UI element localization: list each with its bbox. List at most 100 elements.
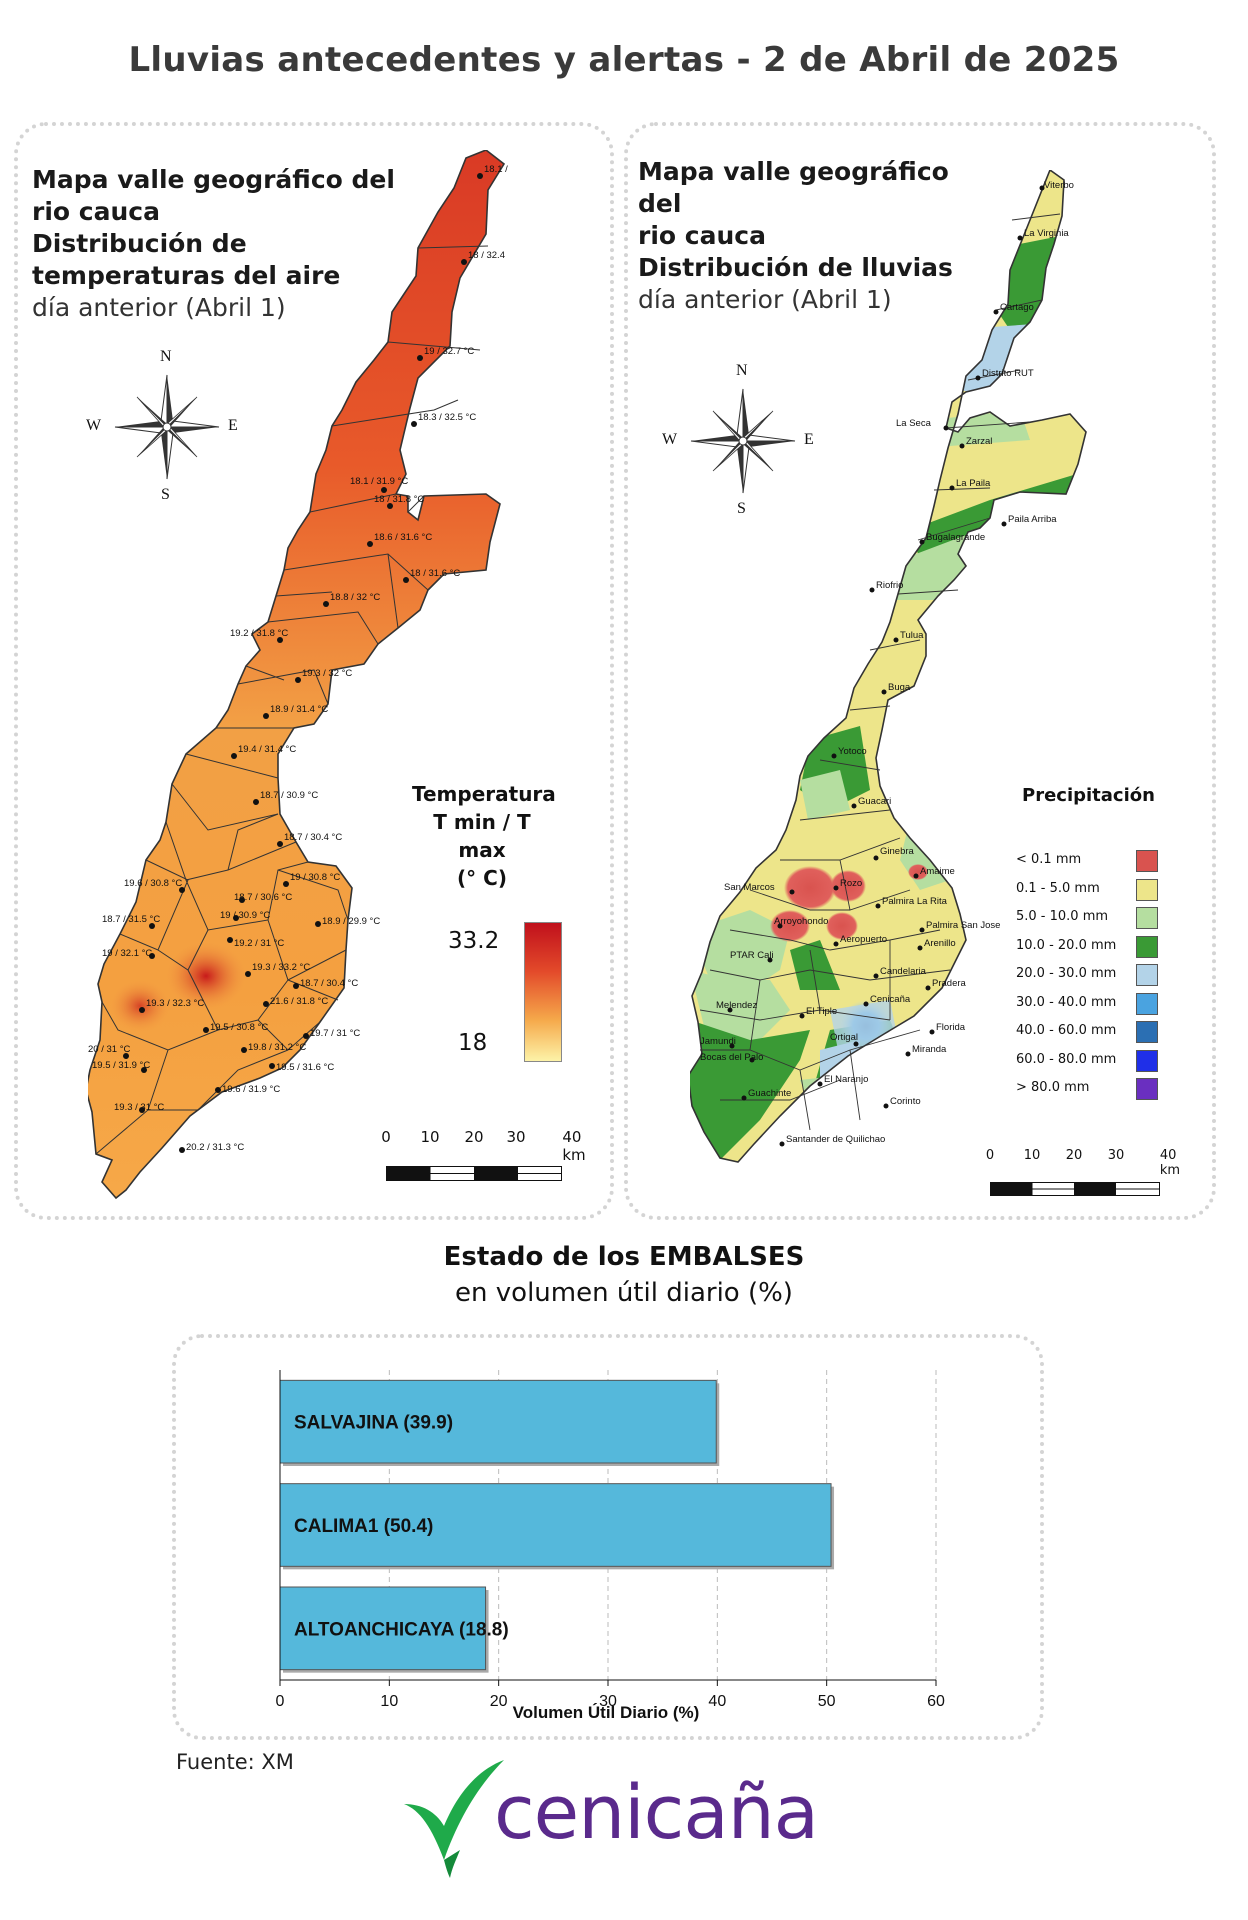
legend-line: Temperatura — [412, 782, 556, 806]
temperature-map-panel — [14, 122, 614, 1220]
scale-bar — [386, 1166, 562, 1181]
station-label: 18 / 32.4 °C — [468, 250, 508, 261]
title-line: temperaturas del aire — [32, 261, 341, 290]
compass-north: N — [160, 348, 172, 365]
reservoirs-chart-panel — [172, 1334, 1044, 1740]
place-label: Santander de Quilichao — [786, 1134, 885, 1145]
temperature-map: 18.1 / 31.9 °C 18 / 32.4 °C 19 / 32.7 °C… — [88, 150, 508, 1200]
reservoirs-bar-chart: SALVAJINA (39.9) CALIMA1 (50.4) ALTOANCHIC… — [276, 1370, 945, 1722]
station-label: 19.6 / 30.8 °C — [124, 878, 182, 889]
station-label: 19 / 30.8 °C — [290, 872, 340, 883]
legend-swatch — [1136, 878, 1158, 901]
rain-stations: Viterbo La Virginia Cartago Distrito RUT… — [700, 180, 1074, 1147]
voronoi-lines — [95, 245, 489, 1155]
page-title: Lluvias antecedentes y alertas - 2 de Ab… — [128, 40, 1120, 80]
bar-label: ALTOANCHICAYA (18.8) — [294, 1619, 509, 1640]
scale-bar-labels: 0 10 20 30 40 km — [381, 1128, 585, 1164]
scale-tick: 0 — [985, 1148, 995, 1163]
legend-swatch — [1136, 935, 1158, 958]
temperature-stations: 18.1 / 31.9 °C 18 / 32.4 °C 19 / 32.7 °C… — [88, 164, 508, 1153]
place-label: La Seca — [896, 418, 932, 429]
title-line: día anterior (Abril 1) — [638, 285, 892, 314]
logo-wordmark: cenicaña — [494, 1770, 819, 1856]
place-label: Aeropuerto — [840, 934, 887, 945]
bar-calima1 — [279, 1483, 832, 1567]
place-label: La Virginia — [1024, 228, 1069, 239]
place-label: Riofrio — [876, 580, 903, 591]
bar-altoanchicaya — [279, 1586, 487, 1671]
x-tick-label: 30 — [599, 1693, 617, 1710]
legend-item: 0.1 - 5.0 mm — [1016, 878, 1160, 901]
place-label: Amaime — [920, 866, 955, 877]
scale-tick: 0 — [381, 1128, 391, 1146]
place-label: Bugalagrande — [926, 532, 985, 543]
place-label: PTAR Cali — [730, 950, 774, 961]
station-label: 20.2 / 31.3 °C — [186, 1142, 244, 1153]
legend-item: 30.0 - 40.0 mm — [1016, 992, 1160, 1015]
station-label: 19.2 / 31.8 °C — [230, 628, 288, 639]
station-label: 18.7 / 30.4 °C — [300, 978, 358, 989]
scale-tick: 40 km — [1159, 1148, 1181, 1178]
temperature-map-title: Mapa valle geográfico del rio cauca Dist… — [32, 164, 412, 324]
legend-min-value: 18 — [458, 1030, 488, 1056]
station-label: 19.5 / 31.9 °C — [92, 1060, 150, 1071]
temperature-color-bar — [524, 922, 562, 1062]
station-label: 21.6 / 31.8 °C — [270, 996, 328, 1007]
station-label: 18 / 31.6 °C — [410, 568, 460, 579]
place-label: Ortigal — [830, 1032, 858, 1043]
legend-item: 10.0 - 20.0 mm — [1016, 935, 1160, 958]
station-label: 19 / 32.7 °C — [424, 346, 474, 357]
x-tick-label: 60 — [927, 1693, 945, 1710]
x-tick-label: 20 — [490, 1693, 508, 1710]
place-label: Guacari — [858, 796, 891, 807]
chart-axis: 0 10 20 30 40 50 60 — [276, 1370, 945, 1710]
reservoirs-title: Estado de los EMBALSES — [443, 1242, 805, 1272]
station-label: 18.7 / 30.6 °C — [234, 892, 292, 903]
legend-swatch — [1136, 1049, 1158, 1072]
station-label: 18.1 / 31.9 °C — [484, 164, 508, 175]
legend-item: 5.0 - 10.0 mm — [1016, 907, 1160, 929]
legend-swatch — [1136, 850, 1158, 872]
legend-item: > 80.0 mm — [1016, 1078, 1160, 1100]
legend-max-value: 33.2 — [448, 928, 500, 954]
title-line: Mapa valle geográfico del — [638, 157, 949, 218]
place-label: Palmira San Jose — [926, 920, 1000, 931]
place-label: Tulua — [900, 630, 924, 641]
rainfall-map-title: Mapa valle geográfico del rio cauca Dist… — [638, 156, 998, 316]
legend-item-label: 5.0 - 10.0 mm — [1016, 909, 1109, 924]
station-label: 19.7 / 31 °C — [310, 1028, 360, 1039]
legend-swatch — [1136, 992, 1158, 1015]
legend-item: < 0.1 mm — [1016, 850, 1160, 872]
place-label: Distrito RUT — [982, 368, 1034, 379]
scale-tick: 20 — [1065, 1148, 1083, 1163]
valley-outline — [690, 170, 1087, 1163]
compass-icon — [114, 374, 220, 480]
station-label: 19.8 / 31.2 °C — [248, 1042, 306, 1053]
station-label: 19 / 30.9 °C — [220, 910, 270, 921]
scale-tick: 40 km — [562, 1128, 586, 1164]
legend-item-label: 20.0 - 30.0 mm — [1016, 966, 1117, 981]
reservoirs-subtitle: en volumen útil diario (%) — [455, 1278, 793, 1308]
place-label: Corinto — [890, 1096, 921, 1107]
place-label: Florida — [936, 1022, 966, 1033]
place-label: San Marcos — [724, 882, 775, 893]
scale-tick: 30 — [506, 1128, 526, 1146]
place-label: Pradera — [932, 978, 967, 989]
compass-south: S — [161, 486, 170, 503]
title-line: Distribución de lluvias — [638, 253, 953, 282]
station-label: 18.7 / 30.9 °C — [260, 790, 318, 801]
station-label: 19.5 / 30.8 °C — [210, 1022, 268, 1033]
legend-item: 20.0 - 30.0 mm — [1016, 964, 1160, 986]
station-label: 19.6 / 31.9 °C — [222, 1084, 280, 1095]
legend-item: 60.0 - 80.0 mm — [1016, 1049, 1160, 1072]
compass-south: S — [737, 500, 746, 517]
station-label: 18 / 31.8 °C — [374, 494, 424, 505]
place-label: Arenillo — [924, 938, 956, 949]
legend-line: T min / T max — [433, 810, 531, 862]
legend-swatch — [1136, 964, 1158, 986]
place-label: Cartago — [1000, 302, 1034, 313]
station-label: 18.9 / 29.9 °C — [322, 916, 380, 927]
compass-rose: N S W E — [86, 348, 242, 503]
legend-item-label: 10.0 - 20.0 mm — [1016, 937, 1117, 953]
station-label: 18.6 / 31.6 °C — [374, 532, 432, 543]
